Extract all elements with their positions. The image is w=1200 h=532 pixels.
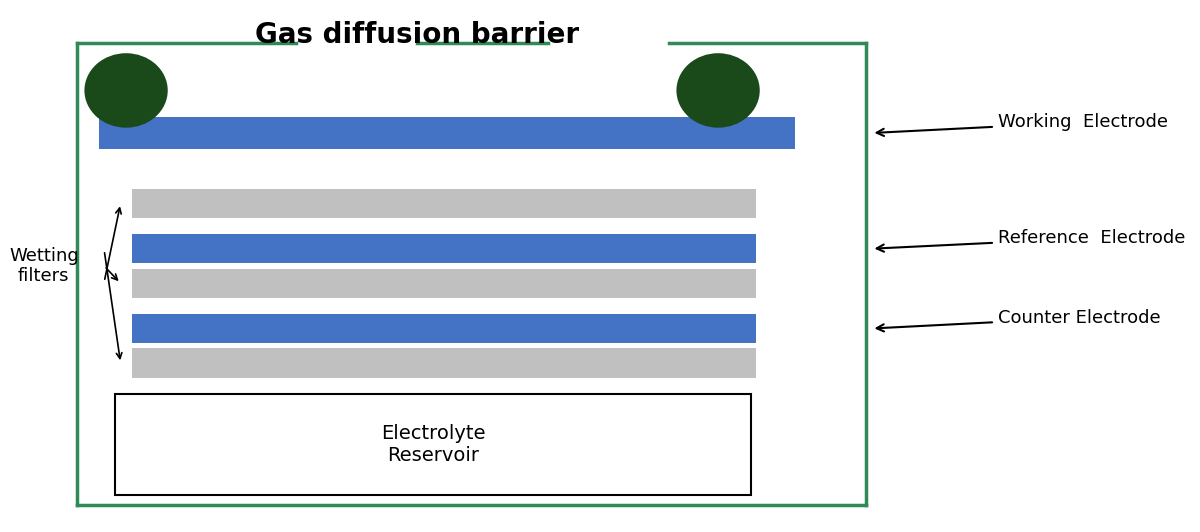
Bar — [132, 348, 756, 378]
Text: Reference  Electrode: Reference Electrode — [877, 229, 1186, 252]
Text: Working  Electrode: Working Electrode — [877, 113, 1168, 136]
Bar — [132, 314, 756, 343]
Ellipse shape — [84, 53, 168, 128]
Text: Electrolyte
Reservoir: Electrolyte Reservoir — [380, 423, 485, 465]
Text: Counter Electrode: Counter Electrode — [877, 309, 1160, 331]
Bar — [98, 117, 794, 149]
Ellipse shape — [677, 53, 760, 128]
Bar — [115, 394, 751, 495]
Bar — [132, 269, 756, 298]
Text: Gas diffusion barrier: Gas diffusion barrier — [254, 21, 578, 49]
Bar — [132, 234, 756, 263]
Text: Wetting
filters: Wetting filters — [8, 247, 79, 285]
Bar — [132, 189, 756, 218]
